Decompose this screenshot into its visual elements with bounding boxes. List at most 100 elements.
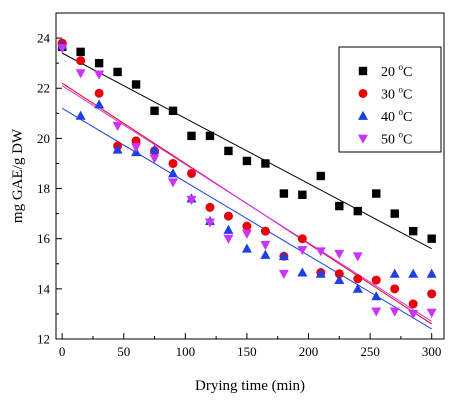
data-point — [94, 99, 105, 109]
data-point — [389, 307, 400, 317]
legend-label: 30 oC — [381, 85, 412, 103]
data-point — [260, 249, 271, 259]
data-point — [75, 69, 86, 79]
data-point — [409, 226, 418, 236]
data-point — [426, 268, 437, 278]
y-tick-label: 18 — [37, 181, 50, 196]
legend-box — [338, 46, 442, 153]
data-point — [242, 221, 252, 231]
legend-label: 20 oC — [381, 62, 412, 80]
data-point — [131, 136, 141, 146]
plot-frame — [55, 12, 445, 340]
data-point — [427, 289, 437, 299]
data-point — [297, 267, 308, 277]
data-point — [168, 168, 179, 178]
data-point — [223, 234, 234, 244]
data-point — [315, 247, 326, 257]
data-point — [94, 88, 104, 98]
data-point — [94, 70, 105, 80]
data-point — [223, 224, 234, 234]
y-axis-title: mg GAE/g DW — [10, 128, 26, 223]
legend-label: 40 oC — [381, 107, 412, 125]
data-point — [390, 209, 399, 218]
x-tick-label: 250 — [360, 344, 380, 359]
data-point — [297, 246, 308, 256]
data-point — [168, 178, 179, 188]
data-point — [316, 171, 326, 181]
data-point — [260, 241, 271, 251]
data-point — [242, 156, 252, 166]
fit-line — [61, 85, 432, 322]
axis-ticks — [56, 37, 433, 340]
data-point — [241, 229, 252, 239]
data-point — [353, 206, 362, 216]
x-tick-label: 0 — [59, 344, 66, 359]
data-point — [278, 251, 289, 261]
y-tick-label: 14 — [37, 281, 51, 296]
data-point — [241, 243, 252, 253]
data-point — [94, 58, 104, 68]
data-point — [334, 269, 344, 279]
data-point — [389, 268, 400, 278]
y-tick-label: 24 — [37, 31, 51, 46]
data-point — [371, 291, 382, 301]
y-tick-label: 20 — [37, 131, 50, 146]
y-tick-label: 12 — [37, 332, 50, 347]
data-point — [149, 144, 160, 154]
x-tick-label: 200 — [299, 344, 319, 359]
tick-labels: 0 50 100 150 200 250 300 12 14 16 18 20 22 24 — [37, 31, 441, 359]
data-point — [408, 268, 419, 278]
x-axis-title: Drying time (min) — [195, 378, 305, 394]
data-point — [408, 310, 419, 320]
legend-marker — [358, 89, 368, 98]
y-tick-label: 16 — [37, 231, 51, 246]
x-tick-label: 100 — [176, 344, 196, 359]
fit-lines — [61, 52, 432, 330]
data-point — [315, 268, 326, 278]
data-point — [168, 158, 178, 168]
data-point — [112, 144, 123, 154]
data-point — [297, 234, 307, 244]
data-point — [204, 218, 215, 228]
data-point — [76, 47, 85, 57]
data-point — [205, 131, 215, 141]
data-point — [279, 189, 289, 198]
data-point — [223, 211, 233, 221]
x-tick-label: 150 — [237, 344, 257, 359]
data-point — [278, 269, 289, 279]
data-point — [131, 143, 142, 153]
data-point — [334, 274, 345, 284]
data-point — [298, 190, 307, 200]
data-point — [150, 106, 159, 115]
data-point — [371, 307, 382, 317]
data-point — [426, 308, 437, 318]
data-point — [335, 201, 344, 211]
data-point — [168, 106, 178, 115]
data-point — [186, 168, 196, 178]
x-tick-label: 50 — [117, 344, 130, 359]
fit-line — [61, 107, 432, 330]
data-point — [427, 234, 436, 243]
fit-line — [61, 52, 432, 250]
data-point — [390, 284, 400, 294]
data-point — [352, 283, 363, 293]
data-markers — [57, 38, 437, 320]
x-tick-label: 300 — [422, 344, 442, 359]
data-point — [113, 67, 122, 77]
data-point — [205, 202, 215, 212]
data-point — [352, 252, 363, 262]
data-point — [131, 80, 141, 89]
y-tick-label: 22 — [37, 81, 50, 96]
data-point — [57, 44, 68, 54]
data-point — [149, 154, 160, 164]
legend: 20 oC 30 oC 40 oC 50 oC — [338, 46, 442, 153]
data-point — [75, 110, 86, 120]
legend-marker — [358, 110, 368, 120]
data-point — [353, 274, 363, 284]
legend-marker — [358, 66, 368, 76]
data-point — [372, 189, 381, 198]
data-point — [371, 275, 381, 285]
data-point — [186, 195, 197, 206]
data-point — [260, 226, 270, 236]
